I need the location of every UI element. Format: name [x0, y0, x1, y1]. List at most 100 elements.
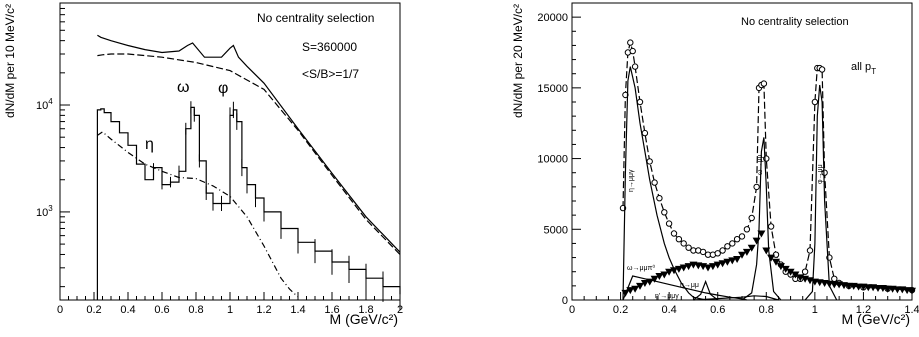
y-tick-label: 20000 [537, 12, 568, 24]
right-pt-label: all pT [851, 61, 876, 76]
open-circle-marker [656, 195, 663, 202]
open-circle-marker [743, 226, 751, 233]
y-tick-label: 10000 [537, 154, 568, 166]
right-title: No centrality selection [741, 16, 849, 28]
down-triangle-marker [704, 264, 712, 272]
right-series-group [619, 39, 916, 301]
eta-mumu-label: η→μμ [680, 282, 699, 289]
series-solid-5 [693, 279, 719, 301]
open-circle-marker [719, 247, 726, 254]
down-triangle-marker [733, 256, 742, 263]
open-circle-marker [738, 233, 746, 240]
down-triangle-marker [636, 282, 644, 290]
open-circle-marker [821, 169, 828, 176]
right-pt-sub: T [871, 67, 876, 76]
series-histogram [96, 106, 401, 300]
x-tick-label: 0.4 [120, 304, 135, 316]
left-signal-label: S=360000 [302, 40, 357, 54]
series-dashed-open-circles-0 [622, 40, 913, 291]
down-triangle-marker [786, 268, 795, 276]
x-tick-label: 0.6 [154, 304, 169, 316]
down-triangle-marker [713, 261, 722, 269]
y-tick-label: 15000 [537, 83, 568, 95]
open-circle-marker [729, 240, 736, 247]
right-x-axis-title: M (GeV/c²) [842, 311, 910, 327]
y-tick-exponent: 3 [48, 204, 53, 213]
left-y-axis-title: dN/dM per 10 MeV/c² [3, 4, 17, 118]
x-tick-label: 0.2 [613, 304, 628, 316]
x-tick-label: 1.4 [904, 304, 919, 316]
down-triangle-marker [791, 271, 800, 279]
open-circle-marker [733, 236, 741, 243]
series-dashed-1 [97, 53, 401, 255]
right-y-axis: 0 5000 10000 15000 20000 [537, 12, 581, 307]
x-tick-label: 0 [57, 304, 63, 316]
down-triangle-marker [674, 265, 683, 273]
down-triangle-marker [723, 258, 732, 266]
open-circle-marker [665, 220, 673, 227]
series-solid-2 [741, 137, 782, 301]
omega-mumupi0-label: ω→μμπ⁰ [627, 264, 655, 272]
open-circle-marker [680, 240, 687, 247]
x-tick-label: 0.8 [188, 304, 203, 316]
x-tick-label: 0.8 [759, 304, 774, 316]
series-solid-0 [97, 34, 401, 253]
open-circle-marker [748, 214, 755, 222]
down-triangle-marker [747, 244, 756, 252]
down-triangle-marker [679, 264, 688, 272]
open-circle-marker [753, 183, 760, 191]
x-tick-label: 1.2 [856, 304, 871, 316]
series-dash-dot-3 [97, 131, 299, 298]
left-x-axis: 00.20.40.60.811.21.41.61.82 [57, 292, 403, 316]
omega-label: ω [177, 79, 190, 96]
open-circle-marker [714, 250, 721, 257]
y-tick-label: 103 [36, 204, 53, 219]
down-triangle-marker [670, 267, 678, 275]
eta-label: η [145, 136, 154, 153]
omega-mumu-label: ω→μμ [757, 154, 764, 175]
open-circle-marker [767, 223, 775, 230]
down-triangle-marker [908, 287, 916, 295]
y-tick-label: 104 [36, 97, 53, 112]
down-triangle-marker [728, 257, 737, 265]
x-tick-label: 0 [569, 304, 575, 316]
open-circle-marker [646, 158, 653, 165]
down-triangle-marker [650, 275, 659, 283]
open-circle-marker [670, 230, 678, 237]
y-tick-exponent: 4 [48, 97, 53, 106]
x-tick-label: 1 [227, 304, 233, 316]
x-tick-label: 0.2 [86, 304, 101, 316]
down-triangle-marker [665, 268, 674, 276]
eta-mumugamma-label: η→μμγ [628, 169, 635, 192]
x-tick-label: 1.8 [358, 304, 373, 316]
open-circle-marker [675, 236, 683, 243]
open-circle-marker [651, 179, 658, 186]
down-triangle-marker [640, 280, 649, 287]
open-circle-marker [818, 66, 826, 73]
open-circle-marker [831, 275, 838, 282]
y-tick-label: 0 [562, 295, 568, 307]
down-triangle-marker [621, 289, 630, 297]
open-circle-marker [629, 47, 636, 55]
down-triangle-marker [718, 260, 727, 268]
left-ratio-label: <S/B>=1/7 [302, 67, 359, 81]
left-series-group [96, 34, 401, 311]
x-tick-label: 1.6 [324, 304, 339, 316]
open-circle-marker [636, 98, 644, 106]
left-title: No centrality selection [257, 11, 374, 25]
x-tick-label: 1 [812, 304, 818, 316]
down-triangle-marker [767, 254, 776, 262]
down-triangle-marker [772, 258, 780, 266]
down-triangle-marker [655, 273, 664, 280]
down-triangle-marker [738, 251, 746, 259]
down-triangle-marker [776, 263, 785, 271]
open-circle-marker [661, 209, 668, 216]
down-triangle-marker [645, 278, 654, 286]
open-circle-marker [811, 98, 819, 106]
down-triangle-marker [684, 263, 693, 271]
right-chart: 0 0.2 0.4 0.6 0.8 1 1.2 1.4 0 5000 10000 15000 2000… [511, 2, 919, 327]
phi-label: φ [218, 80, 228, 97]
left-y-axis: 103 104 [36, 2, 70, 288]
